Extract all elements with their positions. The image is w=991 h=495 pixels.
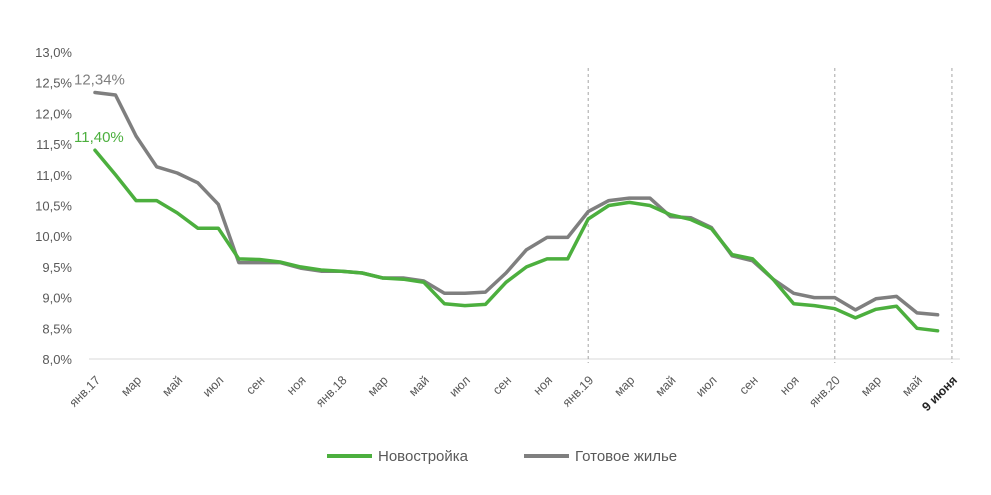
series-lines xyxy=(93,90,940,333)
x-tick-label: июл xyxy=(693,373,719,399)
x-tick-label: сен xyxy=(737,373,761,397)
x-tick-label: июл xyxy=(200,373,226,399)
x-tick-label: сен xyxy=(243,373,267,397)
vertical-divider-lines xyxy=(587,68,953,363)
x-tick-label: 9 июня xyxy=(919,373,960,414)
x-tick-label: мар xyxy=(118,373,144,399)
x-tick-label: сен xyxy=(490,373,514,397)
x-tick-label: мар xyxy=(365,373,391,399)
legend-label-gotovoe-zhilie: Готовое жилье xyxy=(575,448,677,465)
value-annotations: 12,34% 11,40% xyxy=(74,72,125,147)
value-annotation: 11,40% xyxy=(74,129,124,146)
y-tick-label: 11,5% xyxy=(36,137,72,152)
y-tick-label: 9,0% xyxy=(42,291,72,306)
x-tick-label: июл xyxy=(447,373,473,399)
y-tick-label: 10,5% xyxy=(35,199,72,214)
y-tick-label: 11,0% xyxy=(36,168,72,183)
x-tick-label: май xyxy=(653,373,679,399)
series-line-novostroyka xyxy=(93,148,940,333)
y-axis-labels: 13,0% 12,5% 12,0% 11,5% 11,0% 10,5% 10,0% 9,5% 9… xyxy=(35,45,72,367)
x-tick-label: ноя xyxy=(777,373,801,397)
y-tick-label: 12,0% xyxy=(35,106,72,121)
x-tick-label: янв.18 xyxy=(313,373,350,410)
value-annotation: 12,34% xyxy=(74,72,125,89)
y-tick-label: 8,0% xyxy=(42,352,72,367)
x-tick-label: янв.19 xyxy=(560,373,597,410)
x-tick-label: май xyxy=(159,373,185,399)
x-tick-label: май xyxy=(899,373,925,399)
x-tick-label: мар xyxy=(612,373,638,399)
y-tick-label: 8,5% xyxy=(42,321,72,336)
x-axis-labels: янв.17 мар май июл сен ноя янв.18 мар май июл сен н… xyxy=(67,373,960,414)
y-tick-label: 10,0% xyxy=(35,229,72,244)
x-tick-label: янв.20 xyxy=(806,373,843,410)
x-tick-label: ноя xyxy=(284,373,308,397)
series-line-gotovoe-zhilie xyxy=(93,90,940,317)
y-tick-label: 12,5% xyxy=(35,76,72,91)
x-tick-label: май xyxy=(406,373,432,399)
x-tick-label: ноя xyxy=(531,373,555,397)
y-tick-label: 9,5% xyxy=(42,260,72,275)
legend: Новостройка Готовое жилье xyxy=(327,448,677,465)
x-tick-label: мар xyxy=(858,373,884,399)
y-tick-label: 13,0% xyxy=(35,45,72,60)
x-tick-label: янв.17 xyxy=(67,373,104,410)
legend-label-novostroyka: Новостройка xyxy=(378,448,469,465)
